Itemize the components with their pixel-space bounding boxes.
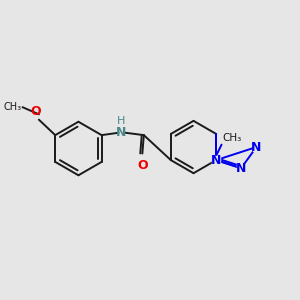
Text: O: O bbox=[30, 105, 40, 118]
Bar bbox=[212, 156, 220, 164]
Text: CH₃: CH₃ bbox=[4, 102, 22, 112]
Text: N: N bbox=[211, 154, 221, 166]
Text: N: N bbox=[251, 140, 262, 154]
Text: O: O bbox=[137, 159, 148, 172]
Text: N: N bbox=[236, 162, 246, 175]
Text: CH₃: CH₃ bbox=[222, 133, 242, 143]
Bar bbox=[237, 164, 245, 172]
Bar bbox=[253, 143, 260, 151]
Text: H: H bbox=[117, 116, 125, 126]
Text: N: N bbox=[116, 126, 126, 139]
